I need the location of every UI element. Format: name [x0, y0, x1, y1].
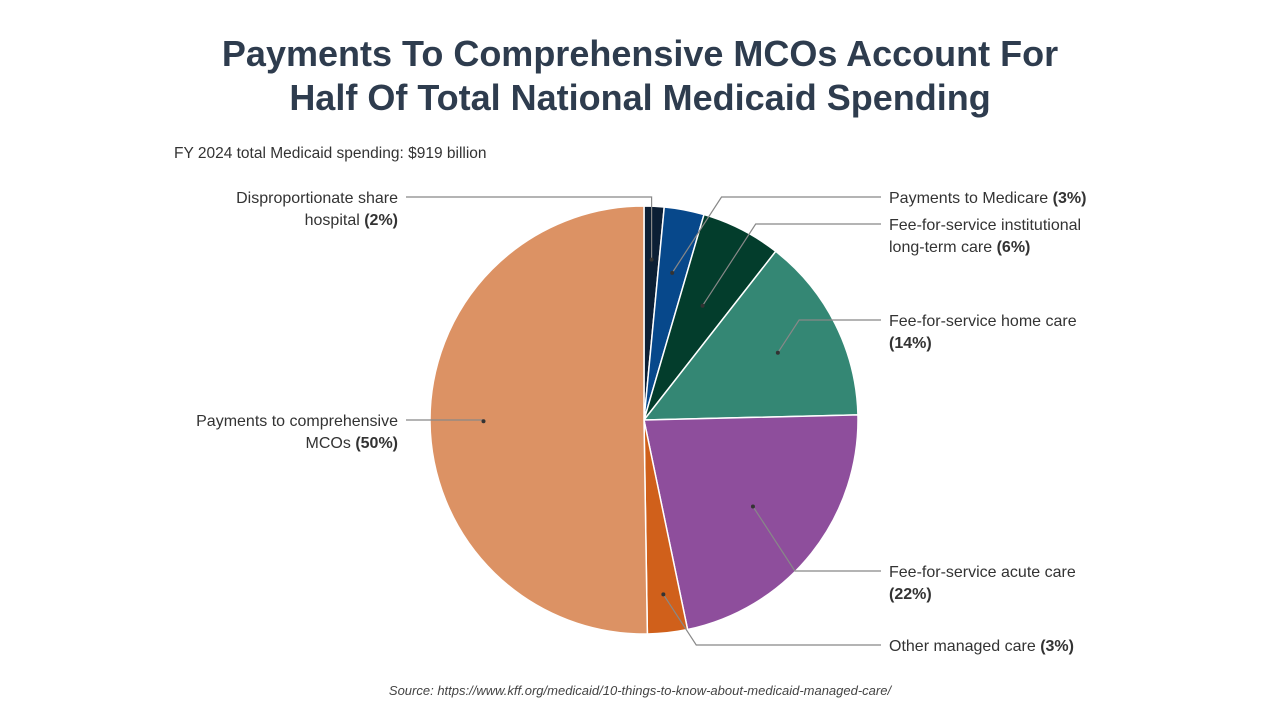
leader-line-0: [406, 196, 653, 260]
pie-slice-6: [429, 205, 649, 635]
title-line-1: Payments To Comprehensive MCOs Account F…: [221, 33, 1059, 74]
slice-label-text: hospital: [305, 212, 365, 229]
slice-label-text: Payments to Medicare: [889, 190, 1053, 207]
slice-pct: (3%): [1040, 638, 1074, 655]
leader-dot-1: [670, 270, 675, 275]
leader-line-3: [777, 319, 881, 354]
pie-slice-3: [642, 250, 859, 421]
slice-labels: Disproportionate share hospital (2%) Payme…: [196, 190, 1086, 655]
leader-line-1: [671, 196, 881, 274]
title-line-2: Half Of Total National Medicaid Spending: [289, 77, 991, 118]
slice-pct: (6%): [997, 239, 1031, 256]
pie-slice-4: [643, 414, 859, 631]
slice-label-4: Fee-for-service acute care (22%): [889, 564, 1076, 603]
slice-label-1: Payments to Medicare (3%): [889, 190, 1086, 207]
slice-label-text: MCOs: [306, 435, 356, 452]
pie-slices: [429, 205, 859, 635]
leader-dot-2: [700, 303, 705, 308]
slice-label-text: long-term care: [889, 239, 997, 256]
leader-lines: [406, 196, 881, 646]
leader-dot-5: [661, 592, 666, 597]
leader-dot-4: [750, 504, 755, 509]
leader-dot-3: [775, 350, 780, 355]
leader-dot-0: [649, 257, 654, 262]
leader-line-5: [662, 594, 881, 646]
slice-pct: (50%): [355, 435, 398, 452]
slice-label-6: Payments to comprehensive MCOs (50%): [196, 413, 398, 452]
slice-pct: (14%): [889, 335, 932, 352]
slice-pct: (22%): [889, 586, 932, 603]
leader-line-2: [702, 223, 881, 307]
slice-label-2: Fee-for-service institutional long-term c…: [889, 217, 1081, 256]
slice-label-text: Other managed care: [889, 638, 1040, 655]
chart-subtitle: FY 2024 total Medicaid spending: $919 bi…: [174, 145, 487, 162]
slice-label-3: Fee-for-service home care (14%): [889, 313, 1077, 352]
slice-pct: (2%): [364, 212, 398, 229]
chart-title: Payments To Comprehensive MCOs Account F…: [0, 32, 1280, 120]
slice-label-5: Other managed care (3%): [889, 638, 1074, 655]
slice-label-0: Disproportionate share hospital (2%): [236, 190, 398, 229]
leader-dot-6: [481, 419, 486, 424]
source-note: Source: https://www.kff.org/medicaid/10-…: [388, 683, 892, 698]
leader-line-4: [752, 506, 881, 572]
slice-pct: (3%): [1053, 190, 1087, 207]
